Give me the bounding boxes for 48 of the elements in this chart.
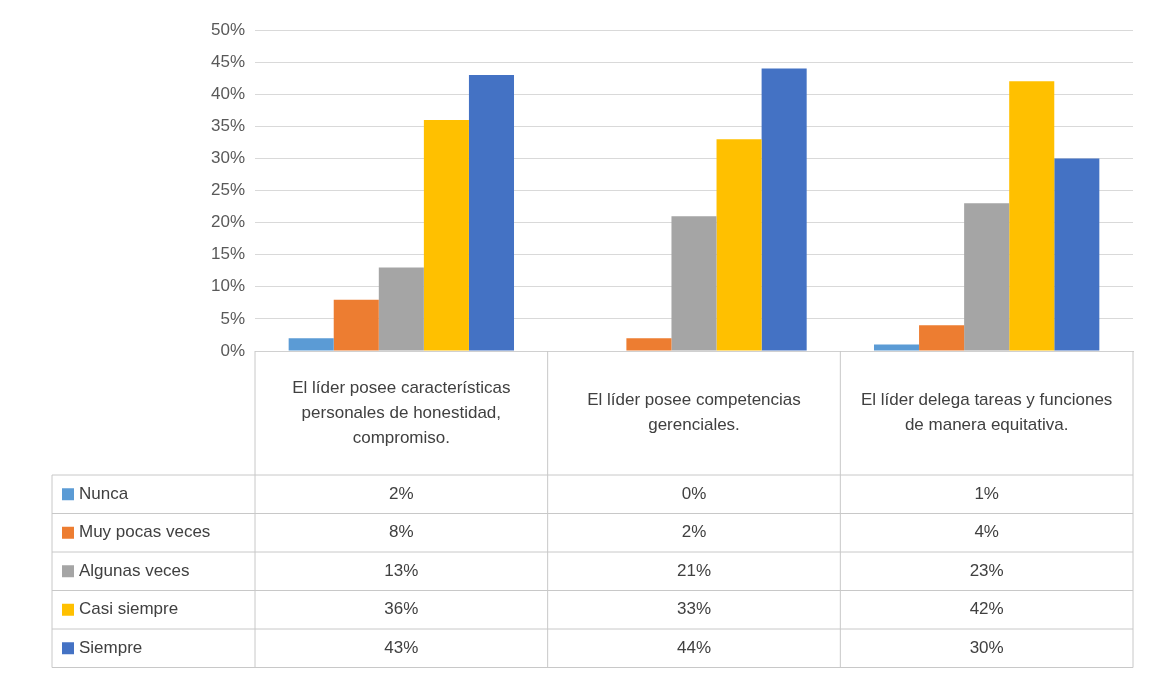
data-label: 44% (676, 637, 712, 657)
bar (333, 299, 379, 351)
bar (423, 119, 469, 351)
data-label: 13% (384, 560, 419, 580)
legend-label: Casi siempre (79, 599, 179, 619)
bar (626, 338, 672, 351)
y-tick-label: 10% (210, 276, 245, 296)
bar (378, 267, 424, 351)
bar (671, 216, 717, 351)
bar (919, 325, 965, 351)
bar (964, 203, 1010, 351)
y-tick-label: 15% (210, 244, 245, 264)
data-label: 2% (681, 522, 707, 542)
legend-label: Muy pocas veces (79, 522, 211, 542)
data-label: 42% (969, 599, 1004, 619)
bar (1054, 158, 1100, 351)
y-tick-label: 30% (210, 148, 245, 168)
bar (761, 68, 807, 351)
bar (716, 139, 762, 351)
data-label: 8% (389, 522, 414, 542)
x-tick-label: El líder posee competencias gerenciales. (587, 390, 801, 435)
y-tick-label: 20% (210, 212, 245, 232)
y-tick-label: 45% (210, 51, 245, 71)
bar (873, 344, 920, 351)
data-label: 23% (969, 560, 1004, 580)
y-tick-label: 25% (210, 180, 245, 200)
data-label: 43% (384, 637, 419, 657)
legend-label: Siempre (79, 637, 143, 657)
x-tick-label: El líder delega tareas y funciones de manera equitativa. (860, 390, 1113, 435)
data-label: 0% (681, 483, 707, 503)
y-tick-label: 50% (210, 19, 245, 39)
data-label: 36% (384, 599, 419, 619)
data-label: 4% (974, 522, 999, 542)
y-tick-label: 40% (210, 83, 245, 103)
bar (468, 74, 515, 351)
legend-label: Nunca (79, 483, 129, 503)
y-tick-label: 0% (220, 340, 245, 360)
data-label: 1% (974, 483, 999, 503)
bar (288, 338, 334, 351)
data-label: 33% (676, 599, 712, 619)
data-label: 21% (676, 560, 712, 580)
legend-label: Algunas veces (79, 560, 190, 580)
y-tick-label: 5% (220, 308, 245, 328)
y-tick-label: 35% (210, 115, 245, 135)
bar (1009, 81, 1055, 351)
data-label: 30% (969, 637, 1004, 657)
data-label: 2% (389, 483, 414, 503)
x-tick-label: El líder posee características personales de honestidad, compromiso. (292, 377, 511, 447)
